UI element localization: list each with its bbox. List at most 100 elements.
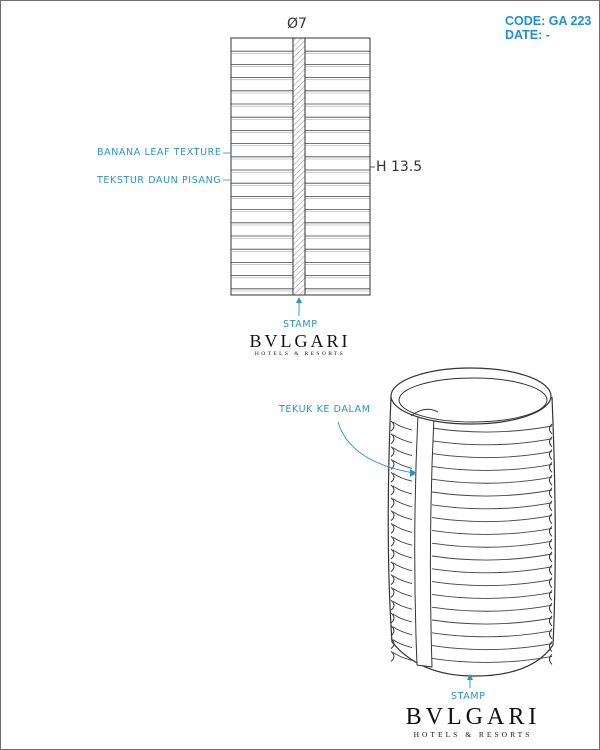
iso-rib-bump-left xyxy=(390,497,395,509)
leaf-ribs xyxy=(231,50,370,292)
iso-rib-left xyxy=(392,434,413,444)
iso-rib-bump-right xyxy=(549,602,553,614)
iso-rib-bump-left xyxy=(390,587,395,598)
iso-rib-bump-left xyxy=(390,484,395,496)
iso-rib xyxy=(431,451,553,459)
stamp-label-front: STAMP xyxy=(283,319,318,330)
stamp-strip xyxy=(292,37,306,296)
iso-rib-bump-right xyxy=(549,462,553,473)
iso-rib-bump-right xyxy=(549,628,553,640)
texture-label-id: TEKSTUR DAUN PISANG xyxy=(97,175,222,186)
iso-rib-bump-left xyxy=(390,523,395,534)
iso-rib-left xyxy=(392,524,413,533)
iso-rib-left xyxy=(392,421,413,431)
stamp-arrow-head xyxy=(296,297,302,303)
iso-rib xyxy=(431,438,553,446)
iso-rib-bump-left xyxy=(390,420,395,432)
iso-rib-left xyxy=(392,562,413,572)
iso-rib-bump-left xyxy=(390,574,395,585)
iso-rib xyxy=(431,515,553,523)
iso-rib-bump-left xyxy=(390,625,395,637)
brand-subtitle: HOTELS & RESORTS xyxy=(254,351,346,357)
iso-rib xyxy=(431,425,553,433)
iso-rib xyxy=(431,655,553,663)
iso-rib-bump-left xyxy=(390,651,395,662)
iso-rib-left xyxy=(392,447,413,457)
brand-logo-front: BVLGARI HOTELS & RESORTS xyxy=(240,331,360,357)
iso-view xyxy=(337,367,556,688)
iso-rib-bump-right xyxy=(549,615,553,627)
brand-subtitle-iso: HOTELS & RESORTS xyxy=(413,730,533,739)
fold-arrow-line xyxy=(337,421,415,474)
iso-rib-bump-left xyxy=(390,510,395,521)
iso-rib-bump-right xyxy=(549,564,553,576)
iso-rib xyxy=(431,566,553,574)
iso-rib-bump-right xyxy=(549,500,553,512)
iso-rib-bump-left xyxy=(390,535,395,547)
iso-rib-bump-left xyxy=(390,459,395,470)
iso-rib-left xyxy=(392,588,413,597)
iso-rib-left xyxy=(392,575,413,585)
iso-rib-bump-left xyxy=(390,548,395,560)
iso-rib-bump-right xyxy=(549,513,553,524)
iso-rib-bump-right xyxy=(549,487,553,499)
iso-rib xyxy=(431,463,553,471)
iso-rib xyxy=(431,591,553,599)
iso-rib-left xyxy=(392,613,413,623)
iso-rib-left xyxy=(392,460,413,469)
iso-top-rim-inner xyxy=(398,377,548,423)
brand-name-iso: BVLGARI xyxy=(405,704,541,730)
iso-rib-left xyxy=(392,536,413,546)
iso-rib-bump-left xyxy=(390,612,395,624)
iso-rib-bump-right xyxy=(549,538,553,550)
iso-rib xyxy=(431,540,553,548)
iso-rib-bump-left xyxy=(390,446,395,457)
iso-rib-bump-right xyxy=(549,474,553,486)
iso-rib-bump-left xyxy=(390,599,395,611)
iso-rib-left xyxy=(392,498,413,508)
iso-rib-left xyxy=(392,626,413,636)
title-block: CODE: GA 223 DATE: - xyxy=(505,14,591,42)
iso-rib xyxy=(431,643,553,651)
fold-top xyxy=(410,408,439,417)
iso-rib xyxy=(431,617,553,625)
iso-rib-left xyxy=(392,639,413,649)
iso-rib-bump-right xyxy=(549,641,553,652)
diameter-dimension: Ø7 xyxy=(287,16,307,32)
iso-rib-bump-right xyxy=(549,654,553,665)
iso-rib-bump-right xyxy=(549,577,553,588)
stamp-label-iso: STAMP xyxy=(451,691,486,702)
iso-rib-left xyxy=(392,485,413,495)
iso-rib-bump-left xyxy=(390,433,395,445)
iso-rib-bump-right xyxy=(549,590,553,601)
iso-rib xyxy=(431,502,553,510)
product-code: CODE: GA 223 xyxy=(505,14,592,28)
fold-label: TEKUK KE DALAM xyxy=(279,404,371,415)
iso-rib-bump-right xyxy=(549,526,553,537)
iso-rib-left xyxy=(392,549,413,559)
brand-logo-iso: BVLGARI HOTELS & RESORTS xyxy=(388,704,558,739)
iso-rib-bump-right xyxy=(549,551,553,563)
iso-rib-bump-right xyxy=(549,449,553,460)
iso-rib xyxy=(431,489,553,497)
height-dimension: H 13.5 xyxy=(376,159,423,175)
iso-rib-bump-left xyxy=(390,471,395,483)
front-view xyxy=(223,37,375,316)
texture-label-en: BANANA LEAF TEXTURE xyxy=(97,147,222,158)
brand-name: BVLGARI xyxy=(249,331,351,351)
iso-rib xyxy=(431,553,553,561)
iso-stamp-arrow-head xyxy=(467,674,473,680)
iso-rib xyxy=(431,630,553,638)
product-date: DATE: - xyxy=(505,28,550,42)
iso-rib-left xyxy=(392,652,413,661)
iso-rib-left xyxy=(392,600,413,610)
fold-arrow-head xyxy=(410,469,417,477)
iso-rib-left xyxy=(392,511,413,521)
fold-strip xyxy=(414,413,435,668)
iso-rib xyxy=(431,579,553,587)
iso-ribs xyxy=(390,420,553,665)
iso-rib xyxy=(431,604,553,612)
iso-rib-left xyxy=(392,472,413,482)
iso-rib-bump-right xyxy=(549,423,553,435)
